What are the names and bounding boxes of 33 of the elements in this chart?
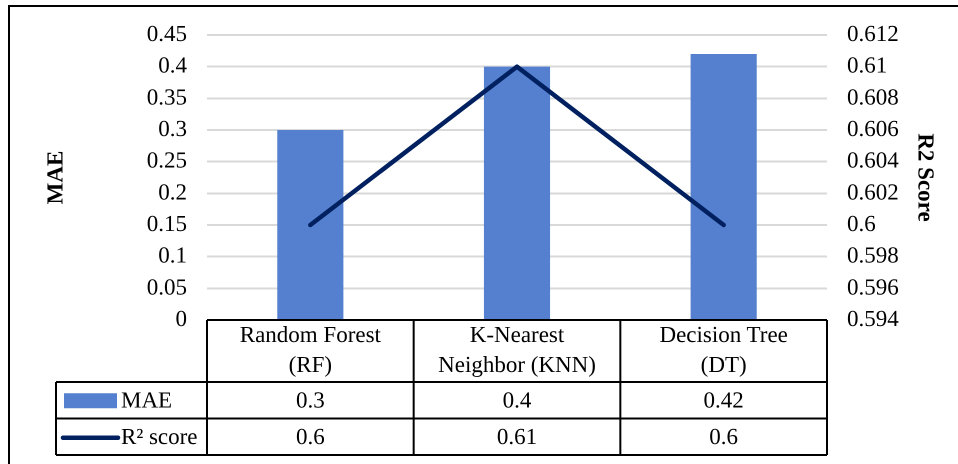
y2-tick-label: 0.61 bbox=[847, 52, 888, 78]
y2-tick-label: 0.604 bbox=[847, 148, 900, 173]
y-tick-label: 0.4 bbox=[158, 52, 188, 78]
y-tick-label: 0.1 bbox=[158, 242, 187, 268]
data-label: 0.6 bbox=[296, 424, 325, 449]
data-label: 0.3 bbox=[296, 387, 325, 412]
y2-tick-label: 0.608 bbox=[847, 84, 899, 110]
y-axis-title: MAE bbox=[42, 150, 68, 204]
y-tick-label: 0.05 bbox=[146, 274, 187, 300]
data-label: 0.4 bbox=[502, 387, 532, 412]
y2-tick-label: 0.596 bbox=[847, 274, 899, 300]
y2-tick-label: 0.594 bbox=[847, 306, 900, 332]
y-tick-label: 0.45 bbox=[146, 21, 187, 46]
y-tick-label: 0.2 bbox=[158, 179, 187, 204]
x-tick-label: Decision Tree (DT) bbox=[659, 322, 788, 378]
y-tick-label: 0.25 bbox=[146, 148, 187, 173]
y2-axis-title: R2 Score bbox=[913, 133, 938, 222]
y2-tick-label: 0.606 bbox=[847, 116, 899, 142]
y-tick-label: 0.3 bbox=[158, 116, 187, 142]
legend-label: MAE bbox=[121, 387, 172, 412]
data-label: 0.42 bbox=[704, 387, 744, 412]
y-tick-label: 0.35 bbox=[146, 84, 187, 110]
y2-tick-label: 0.602 bbox=[847, 179, 899, 204]
y2-tick-label: 0.612 bbox=[847, 21, 899, 46]
y2-tick-label: 0.598 bbox=[847, 242, 899, 268]
x-tick-label: Random Forest (RF) bbox=[240, 322, 382, 378]
y2-tick-label: 0.6 bbox=[847, 211, 876, 236]
data-label: 0.61 bbox=[496, 424, 538, 449]
x-tick-label: K-Nearest Neighbor (KNN) bbox=[438, 322, 596, 378]
legend-label: R² score bbox=[121, 424, 198, 449]
y-tick-label: 0.15 bbox=[146, 211, 187, 236]
y-tick-label: 0 bbox=[176, 306, 187, 332]
data-label: 0.6 bbox=[709, 424, 738, 449]
